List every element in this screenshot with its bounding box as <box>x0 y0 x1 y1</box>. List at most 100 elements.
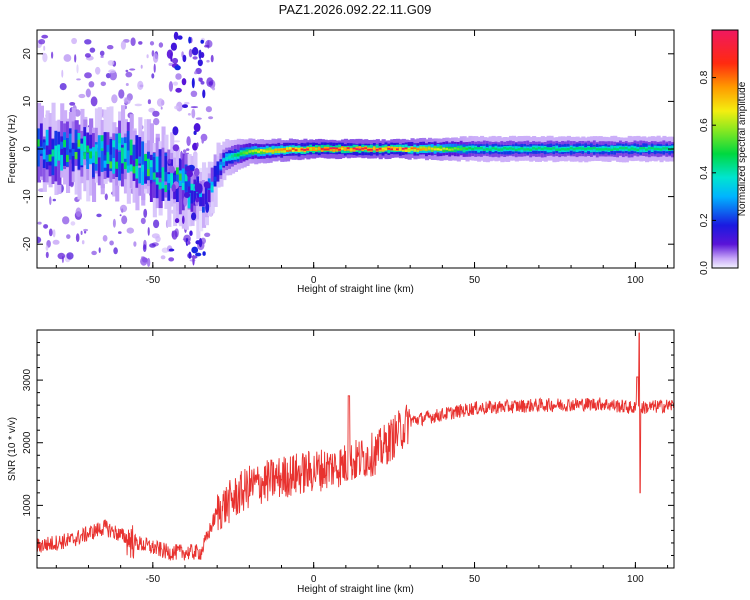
spectrogram-y-axis-label: Frequency (Hz) <box>7 115 18 184</box>
spectrogram-cell <box>178 173 183 181</box>
spectrogram-speckle <box>186 170 193 178</box>
spectrogram-speckle <box>186 148 190 151</box>
spectrogram-cell <box>338 148 343 151</box>
spectrogram-cell <box>465 147 470 151</box>
spectrogram-cell <box>312 147 317 150</box>
spectrogram-cell <box>491 146 496 152</box>
spectrogram-cell <box>332 148 337 152</box>
spectrogram-speckle <box>37 221 42 225</box>
spectrogram-cell <box>323 148 328 151</box>
spectrogram-frame <box>36 29 675 269</box>
spectrogram-speckle <box>42 52 48 63</box>
spectrogram-speckle <box>84 53 91 58</box>
spectrogram-speckle <box>171 57 179 64</box>
spectrogram-speckle <box>191 108 196 119</box>
spectrogram-cell <box>51 139 56 155</box>
spectrogram-cell <box>326 148 331 151</box>
x-tick-label: 50 <box>469 574 481 585</box>
spectrogram-cell <box>68 133 73 150</box>
y-tick-label: 10 <box>22 95 33 107</box>
spectrogram-cell <box>532 147 537 150</box>
spectrogram-speckle <box>195 197 200 203</box>
spectrogram-cell <box>346 147 351 149</box>
spectrogram-cell <box>57 144 62 152</box>
spectrogram-cell <box>398 146 403 151</box>
spectrogram-speckle <box>196 142 199 148</box>
spectrogram-speckle <box>125 71 133 78</box>
spectrogram-speckle <box>152 110 160 117</box>
spectrogram-cell <box>213 176 218 182</box>
spectrogram-cell <box>187 179 192 187</box>
spectrogram-cell <box>404 147 409 152</box>
spectrogram-cell <box>636 148 641 152</box>
spectrogram-cell <box>202 206 207 213</box>
spectrogram-speckle <box>181 78 187 86</box>
spectrogram-speckle <box>199 77 203 83</box>
spectrogram-cell <box>71 148 76 156</box>
spectrogram-cell <box>129 139 134 156</box>
spectrogram-cell <box>204 198 209 205</box>
spectrogram-speckle <box>125 83 129 86</box>
spectrogram-cell <box>595 148 600 151</box>
spectrogram-cell <box>506 147 511 150</box>
spectrogram-cell <box>315 148 320 150</box>
spectrogram-speckle <box>208 81 213 86</box>
spectrogram-cell <box>491 146 496 150</box>
spectrogram-speckle <box>75 233 80 243</box>
snr-y-axis-label: SNR (10 * v/v) <box>7 417 18 481</box>
colorbar-label: Normalized spectral amplitude <box>737 81 748 216</box>
spectrogram-cell <box>459 145 464 151</box>
y-tick-label: -20 <box>22 237 33 252</box>
spectrogram-cell <box>587 147 592 150</box>
spectrogram-cell <box>494 147 499 151</box>
spectrogram-cell <box>668 148 673 151</box>
spectrogram-cell <box>86 145 91 153</box>
spectrogram-speckle <box>38 39 46 45</box>
spectrogram-speckle <box>195 117 202 120</box>
spectrogram-cell <box>575 147 580 150</box>
colorbar-tick-label: 0.4 <box>699 165 710 179</box>
x-tick-label: 100 <box>627 574 644 585</box>
spectrogram-cell <box>63 137 68 166</box>
spectrogram-speckle <box>160 255 166 260</box>
spectrogram-speckle <box>146 257 151 267</box>
spectrogram-speckle <box>90 96 98 107</box>
spectrogram-cell <box>543 147 548 150</box>
spectrogram-cell <box>112 140 117 148</box>
spectrogram-cell <box>624 147 629 150</box>
spectrogram-cell <box>147 169 152 177</box>
spectrogram-cell <box>251 149 256 153</box>
spectrogram-cell <box>367 149 372 151</box>
spectrogram-cell <box>341 147 346 150</box>
colorbar-frame <box>711 29 739 269</box>
spectrogram-speckle <box>142 244 147 253</box>
spectrogram-cell <box>361 147 366 150</box>
spectrogram-cell <box>584 147 589 151</box>
colorbar-ticks: 0.0 0.2 0.4 0.6 0.8 <box>699 29 739 275</box>
spectrogram-cell <box>425 148 430 151</box>
y-tick-label: 0 <box>22 146 33 152</box>
spectrogram-cell <box>477 147 482 150</box>
spectrogram-cell <box>523 148 528 151</box>
x-tick-label: -50 <box>146 275 161 286</box>
spectrogram-cell <box>283 148 288 151</box>
spectrogram-speckle <box>177 35 183 40</box>
spectrogram-speckle <box>183 149 187 153</box>
spectrogram-cell <box>132 144 137 161</box>
spectrogram-speckle <box>191 47 199 56</box>
spectrogram-cell <box>633 148 638 151</box>
spectrogram-cell <box>118 151 123 181</box>
spectrogram-speckle <box>112 218 116 228</box>
spectrogram-cell <box>590 147 595 153</box>
spectrogram-cell <box>83 152 88 160</box>
spectrogram-speckle <box>168 248 175 252</box>
spectrogram-speckle <box>52 229 56 238</box>
spectrogram-cell <box>138 137 143 166</box>
spectrogram-cell <box>92 148 97 178</box>
spectrogram-speckle <box>198 238 203 248</box>
spectrogram-speckle <box>99 50 105 56</box>
spectrogram-speckle <box>208 116 214 120</box>
spectrogram-speckle <box>195 252 202 257</box>
spectrogram-speckle <box>85 88 91 98</box>
spectrogram-speckle <box>81 240 85 245</box>
